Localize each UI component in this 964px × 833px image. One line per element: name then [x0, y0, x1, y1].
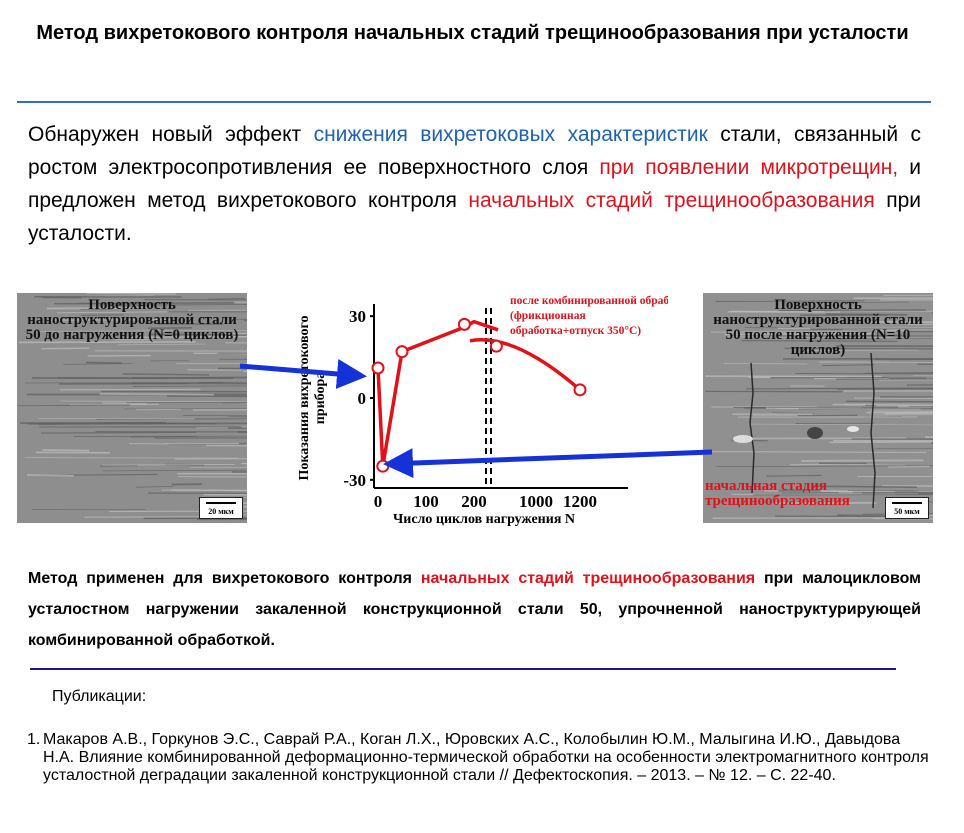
result-text: при малоцикловом усталостном нагружении …: [28, 570, 922, 649]
result-text: Метод применен для вихретокового контрол…: [28, 570, 421, 587]
data-point: [457, 317, 471, 331]
x-tick-label: 1200: [563, 492, 597, 511]
intro-paragraph: Обнаружен новый эффект снижения вихреток…: [28, 118, 921, 250]
x-tick-label: 100: [413, 492, 439, 511]
x-axis-label: Число циклов нагружения N: [393, 512, 575, 527]
data-point: [371, 361, 385, 375]
page-title: Метод вихретокового контроля начальных с…: [36, 22, 909, 44]
result-highlight: начальных стадий трещинообразования: [420, 570, 756, 587]
crack-stage-label: начальная стадия трещинообразования: [705, 478, 850, 509]
publication-text: Макаров А.В., Горкунов Э.С., Саврай Р.А.…: [43, 731, 929, 784]
micrograph-after-label: Поверхность наноструктурированной стали …: [713, 297, 923, 358]
y-tick-label: -30: [343, 471, 366, 490]
scale-bar: 20 мкм: [199, 497, 243, 519]
data-point: [573, 383, 587, 397]
y-tick-label: 30: [349, 307, 366, 326]
result-paragraph: Метод применен для вихретокового контрол…: [28, 563, 921, 656]
scale-bar-label: 50 мкм: [894, 507, 920, 516]
micrograph-before-label: Поверхность наноструктурированной стали …: [25, 297, 239, 343]
intro-text: и предложен метод вихретокового контроля: [28, 156, 921, 212]
intro-highlight-red: начальных стадий трещинообразования: [468, 189, 875, 212]
x-tick-label: 1000: [519, 492, 553, 511]
arrow-to-minimum-point: [383, 448, 713, 479]
x-tick-label: 0: [374, 492, 383, 511]
data-point: [489, 339, 503, 353]
publications-heading: Публикации:: [52, 688, 147, 705]
chart-annotation: после комбинированной обработки(фрикцион…: [510, 295, 668, 337]
y-tick-label: 0: [358, 389, 367, 408]
scale-bar: 50 мкм: [885, 497, 929, 519]
title-divider: [17, 101, 931, 103]
micrograph-texture: [703, 293, 933, 523]
intro-highlight-red: при появлении микротрещин,: [599, 156, 899, 179]
micrograph-before: Поверхность наноструктурированной стали …: [17, 293, 247, 523]
data-point: [395, 345, 409, 359]
arrow-to-initial-point: [239, 359, 367, 389]
intro-highlight-blue: снижения вихретоковых характеристик: [313, 123, 708, 146]
y-axis-label: Показания вихретоковогоприбора: [297, 316, 328, 481]
intro-text: Обнаружен новый эффект: [28, 123, 314, 146]
series-line: [469, 338, 582, 392]
section-divider: [30, 668, 896, 670]
series-line: [376, 319, 499, 468]
intro-text: при усталости.: [28, 189, 921, 245]
scale-bar-label: 20 мкм: [208, 507, 234, 516]
micrograph-texture: [17, 293, 247, 523]
intro-text: стали, связанный с ростом электросопроти…: [28, 123, 921, 179]
x-tick-label: 200: [461, 492, 487, 511]
micrograph-after: Поверхность наноструктурированной стали …: [703, 293, 933, 523]
publication-number: 1.: [27, 731, 41, 748]
